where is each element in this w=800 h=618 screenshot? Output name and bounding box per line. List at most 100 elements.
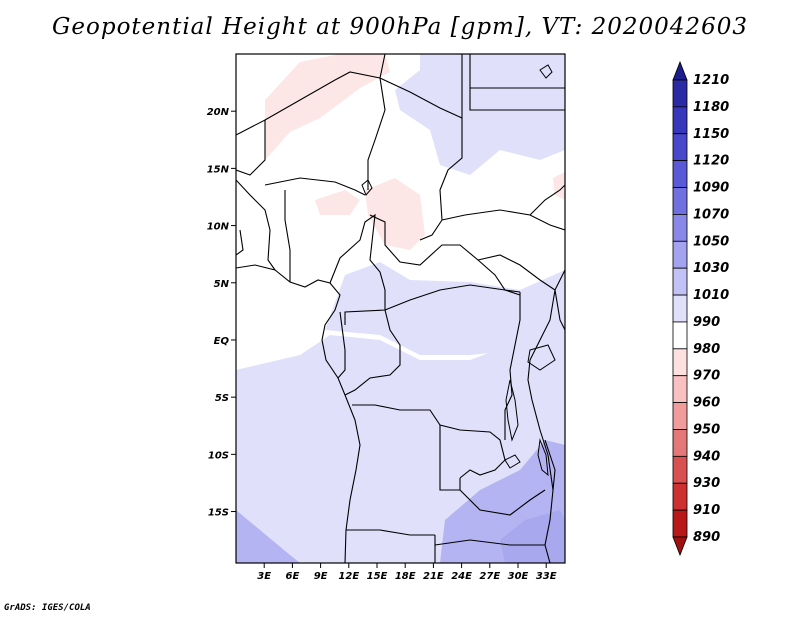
colorbar-swatch [672, 79, 688, 108]
lon-label: 3E [257, 571, 271, 582]
colorbar-level-label: 960 [693, 396, 720, 411]
lat-labels: 20N 15N 10N 5N EQ 5S 10S 15S [207, 107, 230, 518]
colorbar-swatch [672, 509, 688, 538]
colorbar-min-arrow [672, 536, 688, 557]
colorbar-swatch [672, 187, 688, 215]
colorbar-swatch [672, 133, 688, 162]
colorbar-swatch [672, 402, 688, 430]
border-algeria-niger [264, 54, 386, 121]
colorbar-swatch [672, 482, 688, 511]
lon-label: 12E [338, 571, 359, 582]
border-libya-chad [379, 54, 463, 119]
border-angola-zambia [439, 425, 461, 491]
colorbar-swatch [672, 429, 688, 457]
border-mali [236, 119, 266, 176]
border-car-drc [384, 284, 521, 311]
colorbar-swatch [672, 240, 688, 269]
lon-label: 33E [536, 571, 557, 582]
colorbar-level-label: 990 [693, 315, 720, 330]
border-drc-uganda [504, 292, 521, 440]
colorbar-level-label: 970 [693, 369, 720, 384]
lon-label: 18E [395, 571, 416, 582]
lon-label: 9E [314, 571, 328, 582]
chart-title: Geopotential Height at 900hPa [gpm], VT:… [52, 14, 748, 40]
colorbar-level-label: 950 [693, 422, 720, 437]
lakes [361, 64, 556, 477]
lake-chad [361, 179, 373, 196]
colorbar-level-label: 1180 [693, 100, 729, 115]
lon-label: 30E [508, 571, 529, 582]
border-zambia-zimbabwe [459, 489, 546, 516]
field-pink-north [265, 54, 390, 160]
country-borders [236, 54, 565, 563]
border-angola-drc [352, 404, 506, 479]
colorbar-level-label: 980 [693, 342, 720, 357]
border-chad-car [369, 214, 521, 296]
lon-label: 24E [451, 571, 472, 582]
lake-tanganyika [505, 379, 519, 442]
lake-malawi [537, 438, 549, 477]
field-blue-sw-corner [236, 510, 300, 563]
field-pink-nigeria [315, 190, 360, 215]
field-blue-northeast [395, 54, 565, 175]
border-angola-namibia [346, 529, 435, 536]
border-benin [284, 190, 291, 282]
border-cameroon [329, 213, 386, 325]
field-blue-deeper-se [500, 510, 565, 563]
border-egypt-sudan [469, 54, 565, 111]
border-congo-drc [344, 309, 401, 396]
colorbar-level-label: 930 [693, 476, 720, 491]
map-frame [235, 53, 566, 564]
colorbar-swatch [672, 455, 688, 484]
border-kenya-somalia [554, 289, 565, 331]
border-ethiopia [529, 184, 565, 216]
border-ghana-togo [236, 179, 276, 271]
border-southern [434, 539, 545, 546]
lat-label: 10N [207, 222, 230, 233]
colorbar-level-label: 1120 [693, 154, 729, 169]
lon-label: 27E [479, 571, 500, 582]
colorbar-swatch [672, 267, 688, 296]
colorbar-swatch [672, 348, 688, 377]
colorbar-swatch [672, 160, 688, 188]
lake-kariba [504, 454, 521, 469]
colorbar-level-label: 1030 [693, 261, 729, 276]
coastline-west-africa [236, 264, 361, 563]
colorbar-swatch [672, 321, 688, 350]
colorbar-level-label: 940 [693, 449, 720, 464]
colorbar-level-label: 1150 [693, 127, 729, 142]
colorbar-level-label: 1050 [693, 234, 729, 249]
red-sea-coast [539, 64, 553, 79]
colorbar [672, 60, 688, 557]
colorbar-level-label: 890 [693, 530, 720, 545]
lon-label: 21E [423, 571, 444, 582]
border-niger-chad [367, 77, 386, 190]
colorbar-level-label: 1210 [693, 73, 729, 88]
colorbar-level-label: 1070 [693, 207, 729, 222]
height-field [236, 54, 565, 563]
colorbar-max-arrow [672, 60, 688, 81]
colorbar-swatch [672, 214, 688, 242]
lat-label: 15S [208, 508, 229, 519]
border-south-sudan [477, 254, 556, 291]
lat-label: EQ [214, 336, 230, 347]
colorbar-swatch [672, 375, 688, 403]
axis-ticks [231, 110, 547, 568]
lat-label: 15N [207, 164, 230, 175]
border-mozambique [544, 439, 556, 491]
coastline-east-africa [527, 269, 565, 563]
border-chad-sudan [419, 118, 463, 241]
lat-label: 20N [207, 107, 230, 118]
border-west-coast-small [236, 229, 244, 256]
field-blue-central [325, 262, 565, 355]
colorbar-level-label: 1010 [693, 288, 729, 303]
colorbar-swatch [672, 106, 688, 135]
field-pink-chad [365, 178, 425, 250]
colorbar-swatch [672, 294, 688, 323]
border-congo-gabon [337, 311, 346, 379]
border-sudan-south [441, 209, 565, 231]
colorbar-labels: 1210 1180 1150 1120 1090 1070 1050 1030 1010 990 9… [693, 73, 729, 545]
lake-victoria [527, 344, 556, 371]
lon-labels: 3E 6E 9E 12E 15E 18E 21E 24E 27E 30E 33E [257, 571, 556, 582]
